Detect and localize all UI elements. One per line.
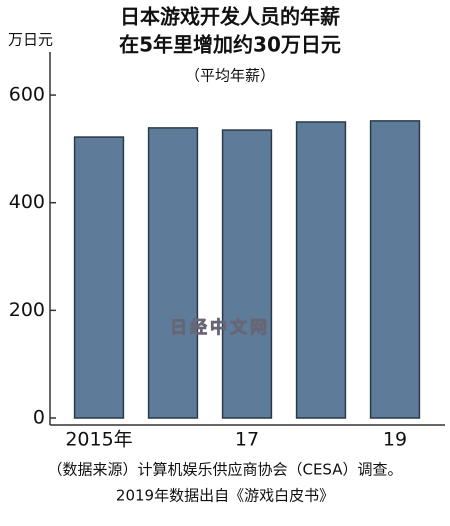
x-tick-label: 17: [235, 429, 259, 451]
y-tick-label: 200: [9, 299, 45, 321]
bar: [221, 129, 273, 419]
x-tick-label: 19: [383, 429, 407, 451]
bar: [73, 136, 125, 419]
source: 2019年数据出自《游戏白皮书》: [116, 487, 334, 505]
y-axis-label: 万日元: [8, 31, 53, 49]
source: （数据来源）计算机娱乐供应商协会（CESA）调查。: [47, 461, 402, 479]
y-tick-label: 600: [9, 84, 45, 106]
bar: [147, 127, 199, 419]
x-tick-label: 2015年: [65, 429, 132, 451]
chart-note: （平均年薪）: [185, 67, 275, 85]
bar: [295, 121, 347, 419]
chart-subtitle: 在5年里增加约30万日元: [119, 33, 341, 57]
y-tick-label: 0: [33, 407, 45, 429]
watermark: 日经中文网: [170, 317, 270, 338]
chart-title: 日本游戏开发人员的年薪: [120, 5, 340, 29]
bar: [369, 120, 421, 419]
y-tick-label: 400: [9, 191, 45, 213]
